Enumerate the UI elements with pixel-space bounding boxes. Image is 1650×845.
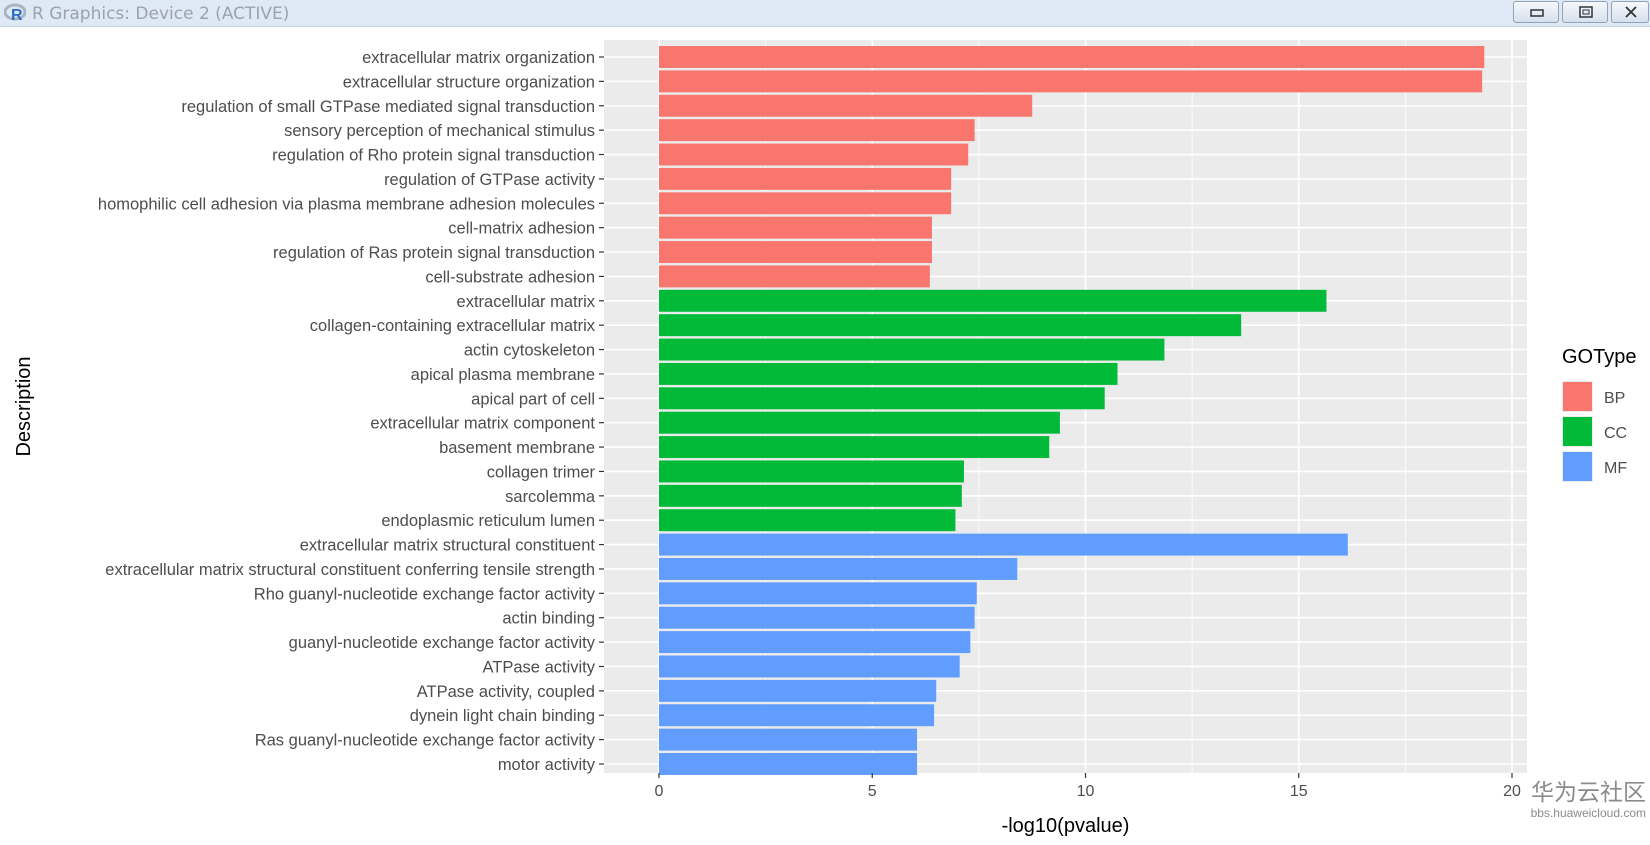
bar-dynein-light-chain-binding <box>659 704 935 727</box>
bar-motor-activity <box>659 753 918 775</box>
bar-guanyl-nucleotide-exchange-factor-activity <box>659 631 971 654</box>
y-tick-label: actin cytoskeleton <box>464 342 595 360</box>
y-tick-label: regulation of Rho protein signal transdu… <box>272 147 595 165</box>
x-tick-label: 10 <box>1077 783 1095 800</box>
watermark-url: bbs.huaweicloud.com <box>1530 806 1646 820</box>
bar-basement-membrane <box>659 436 1050 459</box>
bar-collagen-containing-extracellular-matrix <box>659 314 1242 337</box>
y-tick-label: cell-substrate adhesion <box>425 268 595 286</box>
bar-regulation-of-gtpase-activity <box>659 167 952 190</box>
y-tick-label: collagen-containing extracellular matrix <box>310 317 596 335</box>
y-tick-label: extracellular matrix structural constitu… <box>300 537 596 555</box>
y-tick-label: sensory perception of mechanical stimulu… <box>284 122 595 140</box>
legend-label-bp: BP <box>1604 390 1625 407</box>
r-logo-icon: R <box>4 3 26 23</box>
y-tick-label: Rho guanyl-nucleotide exchange factor ac… <box>254 585 596 603</box>
y-tick-label: homophilic cell adhesion via plasma memb… <box>98 195 595 213</box>
bar-extracellular-matrix-organization <box>659 46 1485 68</box>
bar-sarcolemma <box>659 484 962 507</box>
y-axis-title: Description <box>13 356 35 456</box>
bar-endoplasmic-reticulum-lumen <box>659 509 956 532</box>
bar-cell-substrate-adhesion <box>659 265 930 288</box>
x-tick-label: 15 <box>1290 783 1308 800</box>
bar-regulation-of-small-gtpase-mediated-signal-transduction <box>659 94 1033 117</box>
watermark: 华为云社区 bbs.huaweicloud.com <box>1506 780 1646 820</box>
bar-sensory-perception-of-mechanical-stimulus <box>659 119 975 142</box>
legend-key-bp <box>1563 382 1592 411</box>
y-tick-label: endoplasmic reticulum lumen <box>381 512 595 530</box>
y-tick-label: basement membrane <box>439 439 595 457</box>
y-tick-label: cell-matrix adhesion <box>448 220 595 238</box>
bar-extracellular-matrix <box>659 289 1327 312</box>
bar-actin-binding <box>659 606 975 629</box>
y-tick-label: guanyl-nucleotide exchange factor activi… <box>289 634 596 652</box>
y-tick-label: regulation of GTPase activity <box>384 171 596 189</box>
close-icon <box>1625 6 1637 18</box>
bar-ras-guanyl-nucleotide-exchange-factor-activity <box>659 728 918 751</box>
bar-extracellular-structure-organization <box>659 70 1483 93</box>
y-tick-label: extracellular matrix structural constitu… <box>105 561 595 579</box>
bar-apical-part-of-cell <box>659 387 1105 410</box>
y-tick-label: Ras guanyl-nucleotide exchange factor ac… <box>255 732 596 750</box>
y-tick-label: apical plasma membrane <box>411 366 595 384</box>
go-enrichment-bar-chart: extracellular matrix organization extrace… <box>13 40 1636 837</box>
minimize-button[interactable] <box>1513 1 1559 23</box>
window-titlebar: R R Graphics: Device 2 (ACTIVE) <box>0 0 1650 27</box>
close-button[interactable] <box>1611 1 1649 23</box>
legend-label-cc: CC <box>1604 425 1627 442</box>
bar-regulation-of-ras-protein-signal-transduction <box>659 241 932 264</box>
y-tick-label: extracellular matrix <box>457 293 596 311</box>
restore-icon <box>1579 6 1593 18</box>
bar-rho-guanyl-nucleotide-exchange-factor-activity <box>659 582 977 605</box>
y-tick-label: extracellular matrix component <box>370 415 595 433</box>
bar-cell-matrix-adhesion <box>659 216 932 239</box>
bar-regulation-of-rho-protein-signal-transduction <box>659 143 969 166</box>
bar-extracellular-matrix-structural-constituent-conferring-tensile-strength <box>659 557 1018 580</box>
x-tick-label: 20 <box>1503 783 1521 800</box>
bar-atpase-activity-coupled <box>659 679 937 702</box>
y-tick-label: extracellular structure organization <box>343 73 595 91</box>
y-tick-label: ATPase activity <box>483 658 596 676</box>
x-tick-label: 5 <box>868 783 877 800</box>
y-tick-label: motor activity <box>498 756 596 774</box>
legend-label-mf: MF <box>1604 460 1627 477</box>
x-tick-label: 0 <box>655 783 664 800</box>
maximize-button[interactable] <box>1562 1 1608 23</box>
y-tick-label: collagen trimer <box>487 463 596 481</box>
legend-title: GOType <box>1562 346 1636 368</box>
y-tick-label: extracellular matrix organization <box>362 49 595 67</box>
bar-homophilic-cell-adhesion-via-plasma-membrane-adhesion-molecules <box>659 192 952 215</box>
minimize-icon <box>1530 9 1544 17</box>
svg-text:R: R <box>11 7 23 23</box>
y-tick-label: dynein light chain binding <box>410 707 595 725</box>
y-tick-label: regulation of small GTPase mediated sign… <box>181 98 595 116</box>
y-tick-label: ATPase activity, coupled <box>417 683 595 701</box>
legend-key-cc <box>1563 417 1592 446</box>
y-tick-label: sarcolemma <box>505 488 596 506</box>
y-tick-label: actin binding <box>502 610 595 628</box>
watermark-brand: 华为云社区 <box>1531 780 1646 806</box>
y-tick-label: apical part of cell <box>471 390 595 408</box>
legend-key-mf <box>1563 452 1592 481</box>
window-title: R Graphics: Device 2 (ACTIVE) <box>32 4 290 24</box>
bar-atpase-activity <box>659 655 960 678</box>
bar-extracellular-matrix-component <box>659 411 1060 434</box>
bar-collagen-trimer <box>659 460 964 483</box>
bar-apical-plasma-membrane <box>659 362 1118 385</box>
bar-extracellular-matrix-structural-constituent <box>659 533 1348 556</box>
bar-actin-cytoskeleton <box>659 338 1165 361</box>
y-tick-label: regulation of Ras protein signal transdu… <box>273 244 595 262</box>
x-axis-title: -log10(pvalue) <box>1002 815 1130 837</box>
